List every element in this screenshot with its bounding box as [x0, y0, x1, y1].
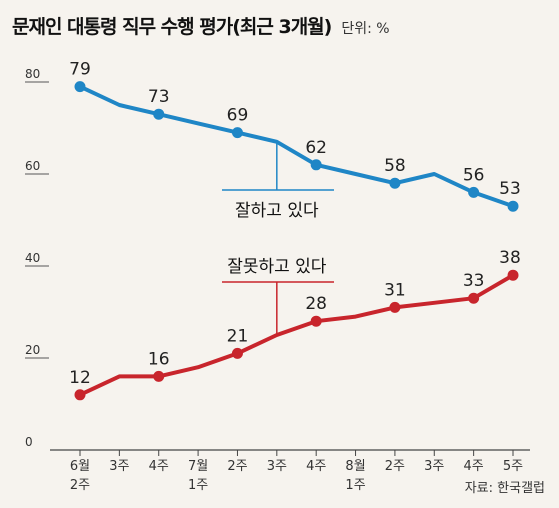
- unit-label: 단위: %: [341, 21, 390, 37]
- approve-point: [153, 108, 165, 120]
- disapprove-data-label: 12: [69, 368, 91, 388]
- approve-series-label: 잘하고 있다: [235, 201, 319, 221]
- x-tick-label: 7월: [188, 459, 208, 474]
- x-tick-label: 2주: [70, 478, 90, 493]
- approve-point: [310, 159, 322, 171]
- approve-data-label: 62: [305, 138, 327, 158]
- disapprove-data-label: 33: [463, 271, 485, 291]
- disapprove-data-label: 38: [499, 248, 521, 268]
- x-tick-label: 4주: [306, 459, 326, 474]
- disapprove-data-label: 21: [227, 326, 249, 346]
- y-tick-label: 0: [25, 435, 33, 449]
- x-tick-label: 1주: [188, 478, 208, 493]
- approve-point: [74, 81, 86, 93]
- disapprove-point: [389, 301, 401, 313]
- x-tick-label: 3주: [109, 459, 129, 474]
- approve-point: [231, 127, 243, 139]
- disapprove-data-label: 16: [148, 349, 170, 369]
- approve-point: [507, 200, 519, 212]
- x-tick-label: 3주: [424, 459, 444, 474]
- disapprove-data-label: 28: [305, 294, 327, 314]
- x-tick-label: 6월: [70, 459, 90, 474]
- x-tick-label: 5주: [503, 459, 523, 474]
- disapprove-point: [310, 315, 322, 327]
- disapprove-data-label: 31: [384, 280, 406, 300]
- approve-point: [389, 177, 401, 189]
- x-tick-label: 4주: [464, 459, 484, 474]
- approve-data-label: 73: [148, 87, 170, 107]
- approve-line: [78, 84, 515, 209]
- y-tick-label: 40: [25, 251, 40, 265]
- x-tick-label: 1주: [345, 478, 365, 493]
- y-tick-label: 60: [25, 159, 40, 173]
- approve-point: [468, 186, 480, 198]
- approve-data-label: 58: [384, 156, 406, 176]
- x-tick-label: 2주: [385, 459, 405, 474]
- title-row: 문재인 대통령 직무 수행 평가(최근 3개월) 단위: %: [12, 12, 390, 39]
- disapprove-line: [78, 273, 515, 397]
- disapprove-point: [153, 370, 165, 382]
- chart-title: 문재인 대통령 직무 수행 평가(최근 3개월): [12, 16, 332, 38]
- x-tick-label: 8월: [345, 459, 365, 474]
- approve-data-label: 53: [499, 179, 521, 199]
- disapprove-point: [231, 347, 243, 359]
- approve-data-label: 79: [69, 60, 91, 80]
- x-tick-label: 3주: [267, 459, 287, 474]
- y-tick-label: 20: [25, 343, 40, 357]
- disapprove-series-label: 잘못하고 있다: [227, 257, 327, 277]
- disapprove-point: [507, 269, 519, 281]
- x-tick-label: 2주: [227, 459, 247, 474]
- approve-data-label: 69: [227, 106, 249, 126]
- disapprove-point: [74, 389, 86, 401]
- y-tick-label: 80: [25, 67, 40, 81]
- approve-data-label: 56: [463, 165, 485, 185]
- source-note: 자료: 한국갤럽: [464, 481, 545, 496]
- x-tick-label: 4주: [149, 459, 169, 474]
- disapprove-point: [468, 292, 480, 304]
